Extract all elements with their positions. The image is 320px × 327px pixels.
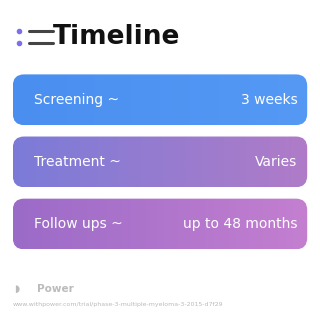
Text: Follow ups ~: Follow ups ~	[34, 217, 122, 231]
Text: ◗: ◗	[14, 284, 19, 294]
Text: Screening ~: Screening ~	[34, 93, 119, 107]
FancyBboxPatch shape	[13, 198, 307, 249]
Text: Treatment ~: Treatment ~	[34, 155, 120, 169]
Text: Varies: Varies	[255, 155, 298, 169]
Text: 3 weeks: 3 weeks	[241, 93, 298, 107]
Text: Timeline: Timeline	[53, 24, 180, 50]
FancyBboxPatch shape	[13, 75, 307, 125]
Text: Power: Power	[37, 284, 74, 294]
Text: up to 48 months: up to 48 months	[183, 217, 298, 231]
Text: www.withpower.com/trial/phase-3-multiple-myeloma-3-2015-d7f29: www.withpower.com/trial/phase-3-multiple…	[13, 302, 223, 307]
FancyBboxPatch shape	[13, 137, 307, 187]
